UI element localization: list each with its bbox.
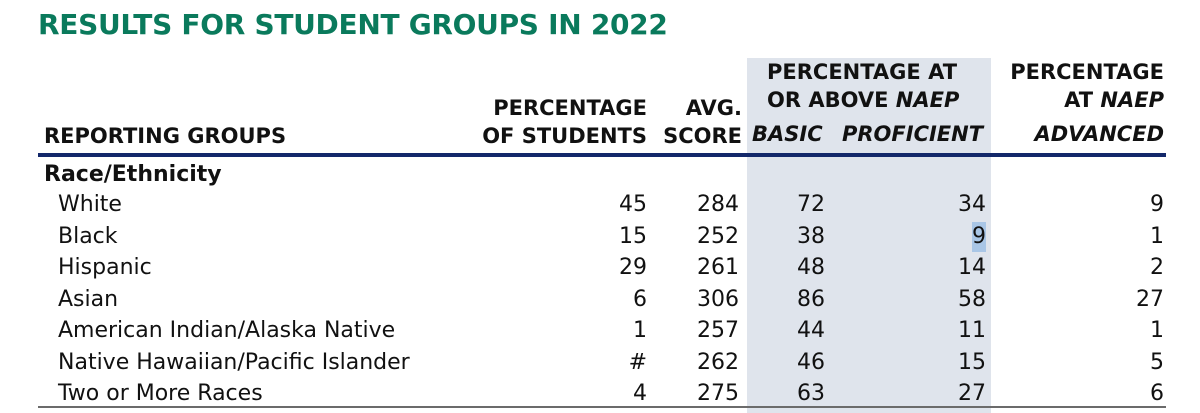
header-at-naep-naep: NAEP xyxy=(1100,88,1164,112)
row-pct-students: 4 xyxy=(633,381,647,406)
header-avg-score-line2: SCORE xyxy=(663,124,742,148)
row-advanced: 9 xyxy=(1150,192,1164,217)
row-label: Asian xyxy=(58,286,119,312)
header-at-or-above-prefix: OR ABOVE xyxy=(767,88,896,112)
header-advanced: ADVANCED xyxy=(1034,122,1164,146)
header-basic: BASIC xyxy=(752,122,823,146)
row-advanced: 5 xyxy=(1150,349,1164,375)
row-proficient: 58 xyxy=(958,286,986,312)
table-row: Hispanic 29 261 48 14 2 xyxy=(0,253,1200,285)
row-avg-score: 257 xyxy=(697,318,739,343)
row-pct-students: 29 xyxy=(619,255,647,280)
table-row: Asian 6 306 86 58 27 xyxy=(0,285,1200,317)
header-avg-score-line1: AVG. xyxy=(685,96,742,120)
row-basic: 44 xyxy=(797,318,825,343)
row-label: Black xyxy=(58,223,118,249)
table-row: Native Hawaiian/Pacific Islander # 262 4… xyxy=(0,348,1200,380)
header-at-or-above-line2: OR ABOVE NAEP xyxy=(767,86,959,115)
row-proficient: 27 xyxy=(958,381,986,406)
row-basic: 72 xyxy=(797,192,825,217)
table-row: Two or More Races 4 275 63 27 6 xyxy=(0,379,1200,411)
header-at-naep-line2: AT NAEP xyxy=(1064,86,1164,115)
row-basic: 63 xyxy=(797,381,825,406)
row-avg-score: 306 xyxy=(697,286,739,312)
header-at-or-above-line1: PERCENTAGE AT xyxy=(767,60,958,84)
row-label: American Indian/Alaska Native xyxy=(58,318,396,343)
naep-columns-shading xyxy=(747,58,991,413)
header-proficient: PROFICIENT xyxy=(842,122,984,146)
section-label: Race/Ethnicity xyxy=(44,162,222,187)
page-title: RESULTS FOR STUDENT GROUPS IN 2022 xyxy=(38,8,668,41)
row-advanced: 1 xyxy=(1150,318,1164,343)
row-label: Native Hawaiian/Pacific Islander xyxy=(58,349,410,375)
row-label: White xyxy=(58,192,122,217)
table-row: White 45 284 72 34 9 xyxy=(0,190,1200,222)
row-basic: 38 xyxy=(797,223,825,249)
table-row: American Indian/Alaska Native 1 257 44 1… xyxy=(0,316,1200,348)
results-table-body: White 45 284 72 34 9 Black 15 252 38 9 1… xyxy=(0,190,1200,411)
row-basic: 48 xyxy=(797,255,825,280)
row-pct-students: 45 xyxy=(619,192,647,217)
row-advanced: 27 xyxy=(1136,286,1164,312)
header-at-naep-prefix: AT xyxy=(1064,88,1101,112)
table-row: Black 15 252 38 9 1 xyxy=(0,221,1200,254)
row-proficient: 15 xyxy=(958,349,986,375)
row-advanced: 2 xyxy=(1150,255,1164,280)
row-basic: 46 xyxy=(797,349,825,375)
row-proficient: 34 xyxy=(958,192,986,217)
row-avg-score: 284 xyxy=(697,192,739,217)
row-label: Hispanic xyxy=(58,255,152,280)
row-avg-score: 262 xyxy=(697,349,739,375)
row-proficient-selected[interactable]: 9 xyxy=(972,221,986,252)
header-reporting-groups: REPORTING GROUPS xyxy=(44,124,287,148)
row-pct-students: 15 xyxy=(619,223,647,249)
header-at-or-above-naep: NAEP xyxy=(895,88,960,112)
row-proficient: 11 xyxy=(958,318,986,343)
header-pct-students-line1: PERCENTAGE xyxy=(493,96,647,120)
header-pct-students-line2: OF STUDENTS xyxy=(482,124,647,148)
header-at-naep-line1: PERCENTAGE xyxy=(1010,60,1164,84)
row-advanced: 1 xyxy=(1150,223,1164,249)
row-avg-score: 261 xyxy=(697,255,739,280)
row-avg-score: 252 xyxy=(697,223,739,249)
row-pct-students: 6 xyxy=(633,286,647,312)
row-advanced: 6 xyxy=(1150,381,1164,406)
row-pct-students: 1 xyxy=(633,318,647,343)
table-bottom-rule xyxy=(38,406,1166,408)
row-proficient: 14 xyxy=(958,255,986,280)
row-avg-score: 275 xyxy=(697,381,739,406)
header-rule xyxy=(38,153,1166,157)
row-label: Two or More Races xyxy=(58,381,263,406)
row-pct-students: # xyxy=(628,349,647,375)
row-basic: 86 xyxy=(797,286,825,312)
